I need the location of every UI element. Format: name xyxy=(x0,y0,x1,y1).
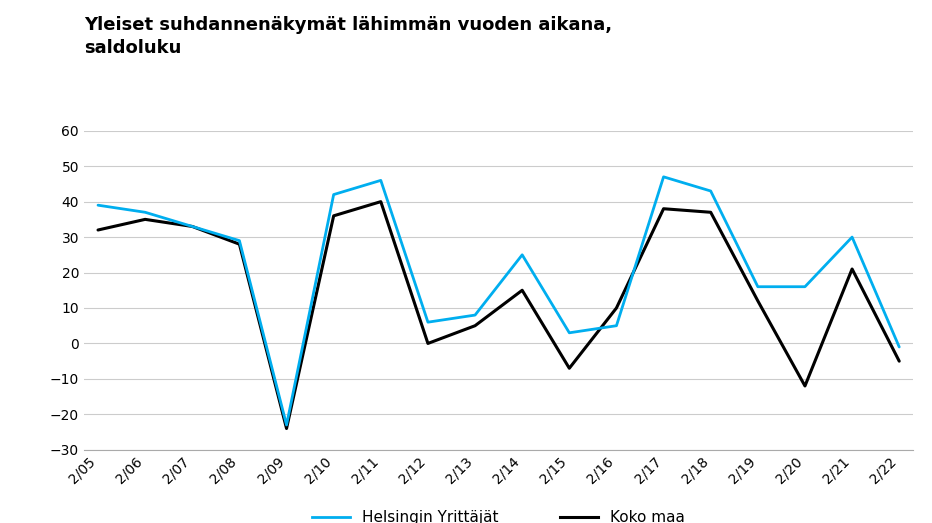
Text: Yleiset suhdannenäkymät lähimmän vuoden aikana,
saldoluku: Yleiset suhdannenäkymät lähimmän vuoden … xyxy=(84,16,612,58)
Legend: Helsingin Yrittäjät, Koko maa: Helsingin Yrittäjät, Koko maa xyxy=(306,504,692,523)
